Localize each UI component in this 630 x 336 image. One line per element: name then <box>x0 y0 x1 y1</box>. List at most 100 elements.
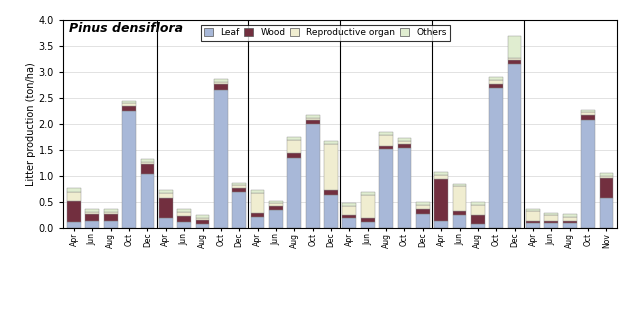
Bar <box>177 216 191 222</box>
Bar <box>122 101 136 103</box>
Bar <box>343 218 356 228</box>
Bar <box>471 202 484 205</box>
Bar <box>398 148 411 228</box>
Bar <box>416 205 430 209</box>
Bar <box>104 209 118 212</box>
Bar <box>544 221 558 223</box>
Bar <box>177 212 191 216</box>
Bar <box>306 118 319 120</box>
Bar <box>526 209 540 211</box>
Bar <box>232 192 246 228</box>
Bar <box>287 137 301 140</box>
Bar <box>471 224 484 228</box>
Bar <box>86 214 100 221</box>
Bar <box>600 178 613 198</box>
Bar <box>563 221 576 223</box>
Bar <box>104 214 118 221</box>
Bar <box>434 172 448 175</box>
Bar <box>159 191 173 193</box>
Bar <box>379 132 393 135</box>
Bar <box>214 79 228 82</box>
Bar <box>86 209 100 212</box>
Bar <box>544 213 558 215</box>
Bar <box>452 184 466 186</box>
Bar <box>196 215 209 217</box>
Bar <box>251 213 265 217</box>
Bar <box>471 205 484 215</box>
Bar <box>269 201 283 204</box>
Bar <box>177 222 191 228</box>
Bar <box>122 111 136 228</box>
Bar <box>104 221 118 228</box>
Bar <box>544 215 558 221</box>
Bar <box>86 212 100 214</box>
Bar <box>214 82 228 84</box>
Bar <box>86 221 100 228</box>
Bar <box>544 223 558 228</box>
Bar <box>508 60 522 65</box>
Bar <box>581 110 595 112</box>
Bar <box>434 175 448 179</box>
Bar <box>361 192 375 195</box>
Bar <box>398 143 411 148</box>
Bar <box>434 221 448 228</box>
Bar <box>490 88 503 228</box>
Bar <box>196 224 209 228</box>
Bar <box>67 188 81 192</box>
Bar <box>452 186 466 211</box>
Bar <box>563 214 576 216</box>
Bar <box>398 138 411 141</box>
Bar <box>159 218 173 228</box>
Bar <box>306 120 319 124</box>
Bar <box>416 202 430 205</box>
Bar <box>600 176 613 178</box>
Bar <box>398 141 411 143</box>
Bar <box>343 206 356 215</box>
Bar <box>563 216 576 221</box>
Bar <box>526 223 540 228</box>
Bar <box>159 198 173 218</box>
Bar <box>452 215 466 228</box>
Bar <box>526 211 540 221</box>
Bar <box>526 221 540 223</box>
Bar <box>490 80 503 84</box>
Bar <box>232 188 246 192</box>
Bar <box>196 220 209 224</box>
Bar <box>508 65 522 228</box>
Bar <box>122 106 136 111</box>
Bar <box>251 217 265 228</box>
Bar <box>581 115 595 120</box>
Bar <box>269 210 283 228</box>
Bar <box>324 195 338 228</box>
Bar <box>343 204 356 206</box>
Bar <box>508 58 522 60</box>
Bar <box>140 174 154 228</box>
Bar <box>581 120 595 228</box>
Bar <box>269 206 283 210</box>
Y-axis label: Litter production (ton/ha): Litter production (ton/ha) <box>26 62 36 186</box>
Bar <box>104 212 118 214</box>
Bar <box>508 36 522 58</box>
Bar <box>361 222 375 228</box>
Bar <box>416 214 430 228</box>
Bar <box>581 112 595 115</box>
Bar <box>232 185 246 188</box>
Bar <box>324 191 338 195</box>
Bar <box>306 124 319 228</box>
Bar <box>361 195 375 218</box>
Bar <box>563 223 576 228</box>
Bar <box>214 84 228 90</box>
Bar <box>434 179 448 221</box>
Bar <box>269 204 283 206</box>
Bar <box>140 164 154 174</box>
Bar <box>140 162 154 164</box>
Bar <box>67 222 81 228</box>
Bar <box>196 217 209 220</box>
Bar <box>379 146 393 149</box>
Bar <box>490 77 503 80</box>
Bar <box>122 103 136 106</box>
Bar <box>600 198 613 228</box>
Bar <box>287 140 301 153</box>
Bar <box>251 191 265 193</box>
Bar <box>287 158 301 228</box>
